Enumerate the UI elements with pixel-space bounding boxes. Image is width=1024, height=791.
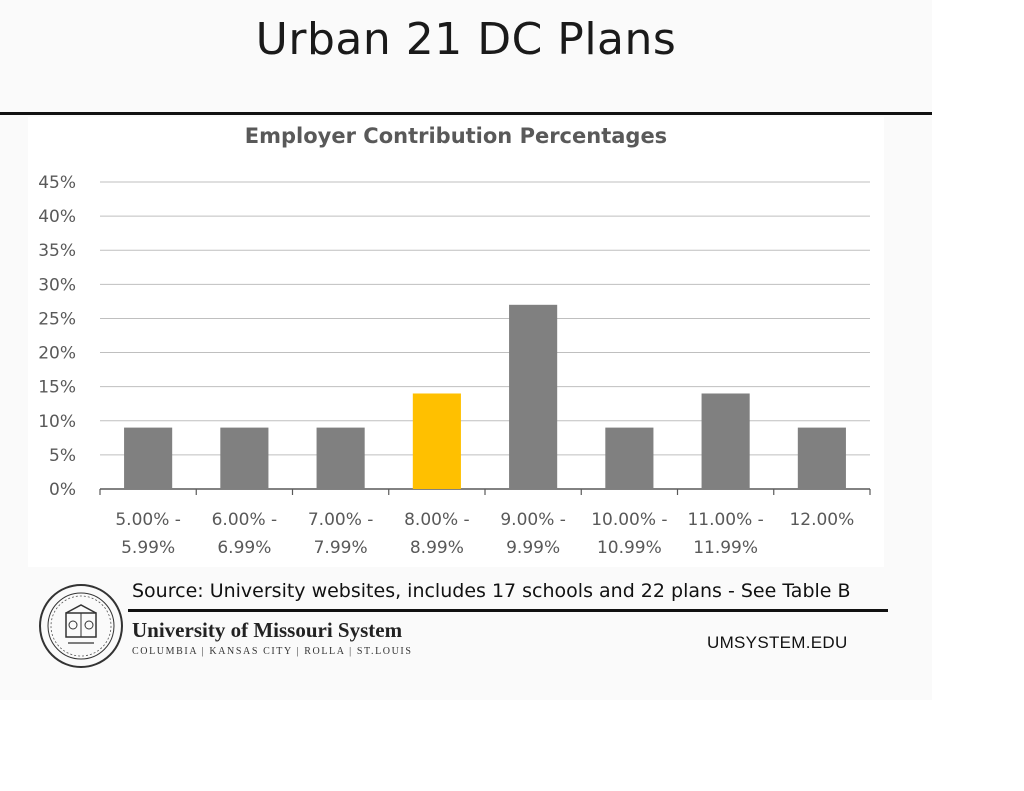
bar (509, 304, 558, 489)
x-category-label: 10.00% -10.99% (591, 510, 667, 558)
chart-panel: Employer Contribution Percentages 0% 5% 10%… (28, 117, 884, 567)
campus-list: COLUMBIA | KANSAS CITY | ROLLA | ST.LOUI… (132, 646, 413, 657)
y-tick-label: 25% (38, 309, 76, 329)
bar-chart: Employer Contribution Percentages 0% 5% 10%… (38, 124, 871, 558)
y-tick-label: 30% (38, 275, 76, 295)
university-seal-logo (39, 584, 123, 668)
slide: Urban 21 DC Plans Employer Contribution … (0, 14, 932, 668)
organization-name: University of Missouri System (132, 618, 403, 642)
x-category-label: 5.00% -5.99% (115, 510, 181, 558)
x-category-label: 6.00% -6.99% (212, 510, 278, 558)
x-category-label: 9.00% -9.99% (500, 510, 566, 558)
title-divider (0, 112, 932, 115)
y-tick-label: 5% (49, 446, 76, 466)
y-tick-label: 0% (49, 480, 76, 500)
chart-title: Employer Contribution Percentages (245, 124, 667, 148)
x-category-label: 12.00% (789, 510, 854, 530)
bar (605, 427, 654, 489)
bar-highlighted (412, 393, 461, 489)
y-tick-label: 40% (38, 207, 76, 227)
x-category-label: 11.00% -11.99% (687, 510, 763, 558)
y-tick-label: 10% (38, 412, 76, 432)
x-category-label: 7.00% -7.99% (308, 510, 374, 558)
y-tick-label: 45% (38, 173, 76, 193)
bar (220, 427, 269, 489)
bar (316, 427, 365, 489)
slide-title: Urban 21 DC Plans (255, 14, 677, 65)
y-tick-label: 15% (38, 378, 76, 398)
y-tick-label: 35% (38, 241, 76, 261)
website-url: UMSYSTEM.EDU (707, 633, 848, 652)
y-tick-label: 20% (38, 344, 76, 364)
footer-divider (128, 609, 888, 612)
x-category-label: 8.00% -8.99% (404, 510, 470, 558)
bar (701, 393, 750, 489)
source-note: Source: University websites, includes 17… (132, 580, 851, 602)
bar (797, 427, 846, 489)
bar (124, 427, 173, 489)
